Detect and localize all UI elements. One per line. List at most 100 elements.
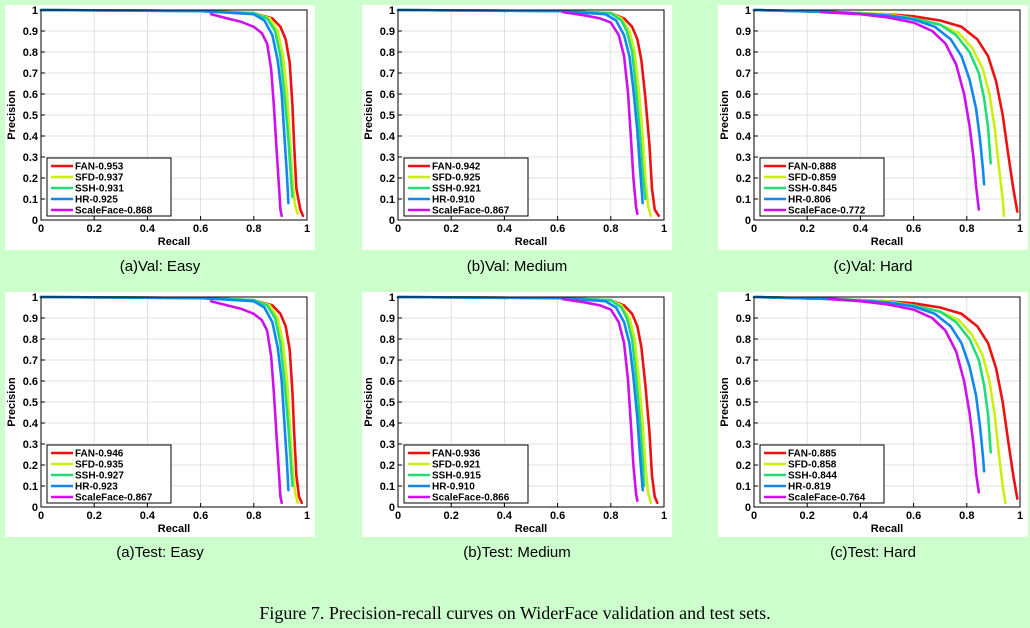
y-tick-label: 1 [745,292,751,304]
y-tick-label: 0.6 [23,376,38,388]
y-tick-label: 0.6 [736,376,751,388]
legend-label-ssh: SSH-0.931 [75,184,124,195]
y-tick-label: 0.2 [23,460,38,472]
y-tick-label: 0.5 [736,397,751,409]
y-axis-label: Precision [363,90,375,140]
y-tick-label: 1 [389,5,395,17]
series-line-hr [39,8,290,205]
y-tick-label: 0.3 [380,439,395,451]
series-line-hr [396,8,645,205]
legend-label-sfd: SFD-0.921 [432,460,481,471]
y-tick-label: 0.9 [380,26,395,38]
series-line-scaleface [209,299,284,505]
legend-label-hr: HR-0.910 [432,482,475,493]
legend-label-scaleface: ScaleFace-0.866 [432,493,510,504]
x-tick-label: 0 [395,510,401,522]
subcaption-test-hard: (c)Test: Hard [830,544,916,561]
series-line-hr [752,8,986,186]
pr-chart-svg: 0 0.2 0.4 0.6 0.8 1 0 0.1 0.2 0.3 0.4 0.5 0.6 0.7 0.8 0… [363,292,667,535]
y-tick-label: 0.7 [736,355,751,367]
x-axis-label: Recall [871,236,903,248]
y-tick-label: 0 [745,502,751,514]
y-tick-label: 1 [389,292,395,304]
y-tick-label: 1 [32,292,38,304]
legend-label-sfd: SFD-0.925 [432,173,481,184]
y-axis-label: Precision [719,90,731,140]
y-tick-label: 0.8 [380,334,395,346]
x-axis-label: Recall [871,523,903,535]
y-tick-label: 1 [32,5,38,17]
chart-panel-test-easy: 0 0.2 0.4 0.6 0.8 1 0 0.1 0.2 0.3 0.4 0.5 0.6 0.7 0.8 0… [5,292,315,537]
x-tick-label: 0.6 [550,223,565,235]
y-tick-label: 0 [32,502,38,514]
y-tick-label: 0.9 [23,26,38,38]
y-tick-label: 0.2 [380,460,395,472]
y-tick-label: 0.1 [380,194,395,206]
legend-label-fan: FAN-0.936 [432,449,481,460]
pr-chart-svg: 0 0.2 0.4 0.6 0.8 1 0 0.1 0.2 0.3 0.4 0.5 0.6 0.7 0.8 0… [719,5,1023,248]
y-tick-label: 0.5 [23,397,38,409]
chart-panel-test-hard: 0 0.2 0.4 0.6 0.8 1 0 0.1 0.2 0.3 0.4 0.5 0.6 0.7 0.8 0… [718,292,1028,537]
series-line-scaleface [819,10,981,211]
y-tick-label: 0.6 [736,89,751,101]
y-tick-label: 0.7 [380,355,395,367]
legend-label-hr: HR-0.910 [432,195,475,206]
subcaption-val-easy: (a)Val: Easy [119,258,201,275]
y-tick-label: 0.1 [736,481,751,493]
x-tick-label: 0.4 [140,223,156,235]
x-tick-label: 0.2 [800,223,815,235]
series-line-scaleface [827,297,981,494]
pr-chart-svg: 0 0.2 0.4 0.6 0.8 1 0 0.1 0.2 0.3 0.4 0.5 0.6 0.7 0.8 0… [719,292,1023,535]
legend-label-ssh: SSH-0.927 [75,471,124,482]
x-tick-label: 0.2 [444,223,459,235]
y-tick-label: 0 [389,502,395,514]
y-tick-label: 0.9 [736,26,751,38]
x-tick-label: 0 [751,510,757,522]
y-tick-label: 0.4 [23,131,39,143]
y-tick-label: 0.1 [23,481,38,493]
x-tick-label: 0.6 [906,510,921,522]
subcaption-val-medium: (b)Val: Medium [466,258,568,275]
series-line-hr [396,295,645,492]
pr-chart-svg: 0 0.2 0.4 0.6 0.8 1 0 0.1 0.2 0.3 0.4 0.5 0.6 0.7 0.8 0… [6,5,310,248]
x-tick-label: 0.4 [497,510,513,522]
x-tick-label: 1 [304,223,310,235]
y-tick-label: 0.9 [380,313,395,325]
x-tick-label: 0.4 [497,223,513,235]
y-tick-label: 0.1 [23,194,38,206]
y-tick-label: 0.6 [23,89,38,101]
legend-label-hr: HR-0.925 [75,195,118,206]
chart-panel-val-easy: 0 0.2 0.4 0.6 0.8 1 0 0.1 0.2 0.3 0.4 0.5 0.6 0.7 0.8 0… [5,5,315,250]
y-axis-label: Precision [363,377,375,427]
x-tick-label: 0.2 [800,510,815,522]
chart-panel-val-medium: 0 0.2 0.4 0.6 0.8 1 0 0.1 0.2 0.3 0.4 0.5 0.6 0.7 0.8 0… [362,5,672,250]
x-tick-label: 0.8 [246,510,261,522]
legend-label-ssh: SSH-0.844 [788,471,837,482]
y-tick-label: 0.6 [380,89,395,101]
y-tick-label: 0.1 [380,481,395,493]
x-tick-label: 0.2 [444,510,459,522]
y-tick-label: 0.3 [736,439,751,451]
y-tick-label: 0.5 [736,110,751,122]
y-tick-label: 0 [32,215,38,227]
x-tick-label: 0.6 [550,510,565,522]
legend-label-hr: HR-0.819 [788,482,831,493]
y-tick-label: 0.9 [23,313,38,325]
y-tick-label: 0.4 [380,131,396,143]
y-tick-label: 0.3 [23,152,38,164]
legend-label-fan: FAN-0.946 [75,449,124,460]
x-tick-label: 0.8 [959,223,974,235]
x-tick-label: 0.4 [853,223,869,235]
series-line-hr [39,295,290,492]
y-tick-label: 0.2 [736,460,751,472]
x-tick-label: 1 [1017,223,1023,235]
legend-label-sfd: SFD-0.858 [788,460,837,471]
x-axis-label: Recall [158,523,190,535]
y-tick-label: 0.2 [380,173,395,185]
y-tick-label: 1 [745,5,751,17]
x-tick-label: 0.2 [87,510,102,522]
series-line-scaleface [561,297,639,502]
chart-panel-test-medium: 0 0.2 0.4 0.6 0.8 1 0 0.1 0.2 0.3 0.4 0.5 0.6 0.7 0.8 0… [362,292,672,537]
x-tick-label: 1 [304,510,310,522]
y-tick-label: 0.7 [23,68,38,80]
